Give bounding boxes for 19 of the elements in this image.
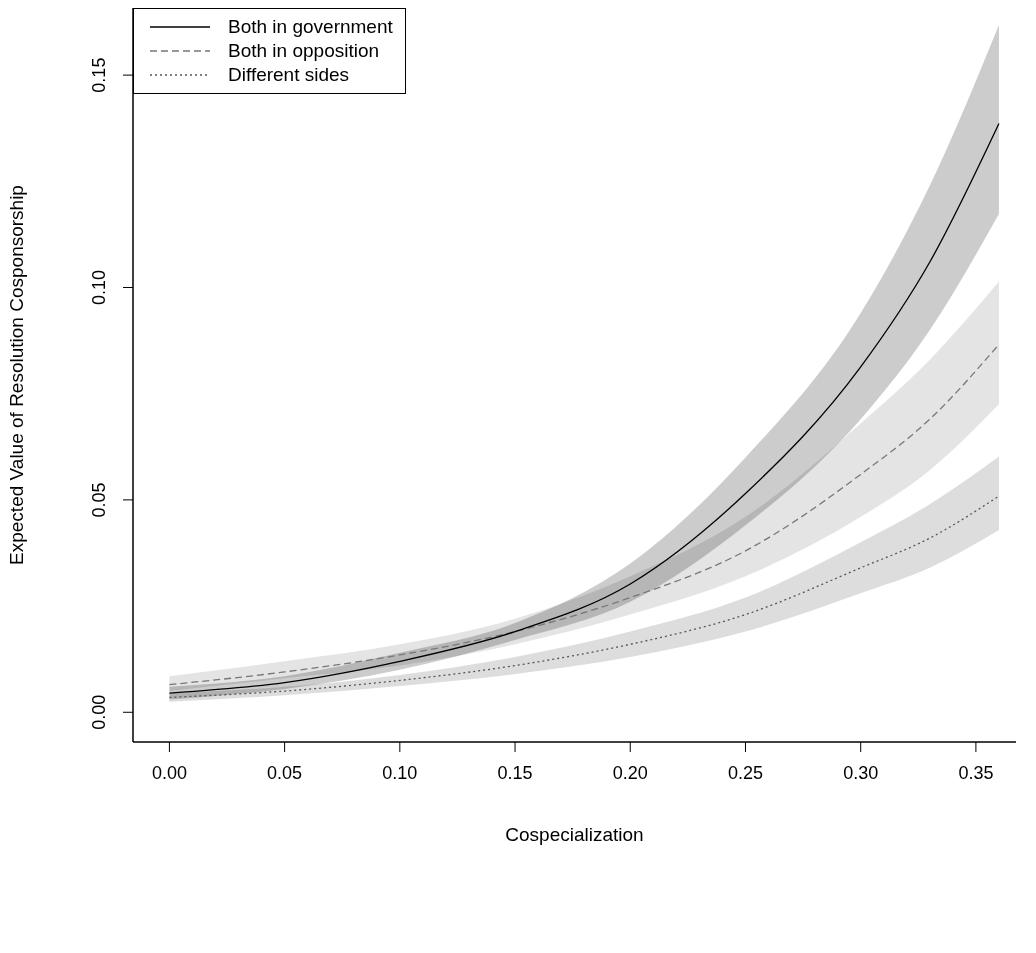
legend-label: Both in opposition: [228, 40, 380, 62]
legend-label: Different sides: [228, 64, 350, 86]
x-tick-label: 0.05: [267, 762, 303, 783]
x-tick-label: 0.25: [727, 762, 763, 783]
x-axis-title: Cospecialization: [505, 824, 644, 845]
x-tick-label: 0.30: [843, 762, 879, 783]
x-tick-label: 0.10: [382, 762, 418, 783]
y-tick-label: 0.05: [89, 482, 109, 518]
legend-label: Both in government: [228, 16, 393, 38]
line-series: [168, 122, 1000, 694]
line-series: [168, 495, 1000, 699]
y-tick-label: 0.10: [89, 269, 109, 306]
x-tick-label: 0.20: [612, 762, 648, 783]
y-axis-title: Expected Value of Resolution Cosponsorship: [5, 185, 27, 565]
x-tick-label: 0.00: [151, 762, 187, 783]
y-tick-label: 0.00: [89, 694, 109, 730]
x-tick-label: 0.15: [497, 762, 533, 783]
x-tick-label: 0.35: [958, 762, 994, 783]
y-tick-label: 0.15: [89, 57, 109, 93]
